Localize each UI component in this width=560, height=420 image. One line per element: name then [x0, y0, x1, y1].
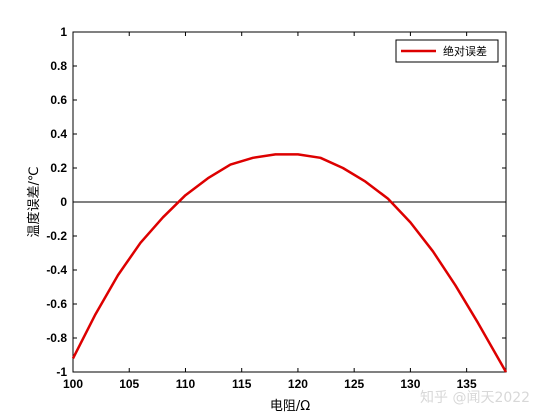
y-tick-label: 1 [60, 25, 67, 39]
y-tick-label: 0.4 [50, 127, 67, 141]
y-tick-label: -0.8 [46, 331, 67, 345]
y-axis-label: 温度误差/℃ [26, 167, 42, 238]
x-tick-label: 105 [119, 377, 139, 391]
x-tick-label: 100 [63, 377, 83, 391]
watermark: 知乎 @闻天2022 [420, 389, 530, 406]
x-axis-label: 电阻/Ω [270, 399, 310, 414]
tick-labels: 100 105 110 115 120 125 130 135 -1 -0.8 -0.6 -0.4 -0… [46, 25, 477, 391]
axis-ticks [72, 31, 506, 373]
y-tick-label: 0.8 [50, 59, 67, 73]
legend-box [395, 39, 499, 63]
legend: 绝对误差 [395, 39, 499, 63]
y-tick-label: -0.4 [46, 263, 67, 277]
x-tick-label: 120 [288, 377, 308, 391]
y-tick-label: 0.2 [50, 161, 67, 175]
x-tick-label: 130 [400, 377, 420, 391]
x-tick-label: 110 [176, 377, 196, 391]
series-line-absolute-error [71, 153, 508, 373]
y-tick-label: 0.6 [50, 93, 67, 107]
x-tick-label: 135 [457, 377, 477, 391]
legend-label: 绝对误差 [443, 44, 487, 58]
y-tick-label: -0.6 [46, 297, 67, 311]
y-tick-label: 0 [60, 195, 67, 209]
x-tick-label: 125 [344, 377, 364, 391]
x-tick-label: 115 [232, 377, 252, 391]
y-tick-label: -1 [56, 365, 67, 379]
y-tick-label: -0.2 [46, 229, 67, 243]
